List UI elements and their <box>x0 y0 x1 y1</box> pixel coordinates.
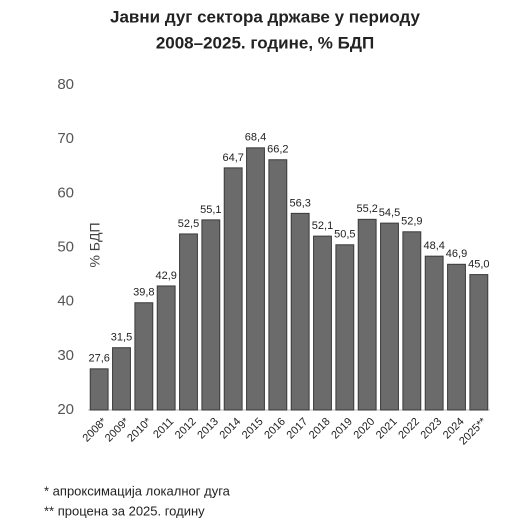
y-tick-label: 20 <box>57 401 74 418</box>
x-tick-label: 2010* <box>125 415 154 444</box>
chart-title: Јавни дуг сектора државе у периоду <box>110 7 420 26</box>
value-label: 68,4 <box>245 132 266 144</box>
value-label: 64,7 <box>222 152 243 164</box>
x-tick-label: 2008* <box>81 415 110 444</box>
bar <box>469 274 489 411</box>
bar <box>156 285 176 411</box>
value-label: 54,5 <box>379 207 400 219</box>
bar <box>268 159 288 411</box>
value-label: 45,0 <box>468 258 489 270</box>
value-label: 52,1 <box>312 220 333 232</box>
x-tick-label: 2009* <box>103 415 132 444</box>
y-tick-label: 70 <box>57 130 74 147</box>
bar <box>179 233 198 411</box>
x-tick-label: 2015 <box>240 416 266 442</box>
y-tick-label: 80 <box>57 76 74 93</box>
bar <box>335 244 355 411</box>
bar <box>447 263 466 411</box>
bar <box>223 167 243 411</box>
bar <box>201 219 221 411</box>
value-label: 31,5 <box>111 332 132 344</box>
y-tick-label: 50 <box>57 238 74 255</box>
value-label: 27,6 <box>88 353 109 365</box>
y-axis-label: % БДП <box>87 222 103 267</box>
y-tick-label: 30 <box>57 347 74 364</box>
value-label: 50,5 <box>334 229 355 241</box>
x-tick-label: 2014 <box>218 416 244 442</box>
bar <box>112 347 131 411</box>
value-label: 56,3 <box>289 197 310 209</box>
y-tick-label: 60 <box>57 184 74 201</box>
chart-title: 2008–2025. године, % БДП <box>156 33 374 52</box>
x-tick-label: 2019 <box>329 416 355 442</box>
bar <box>402 231 422 411</box>
bar <box>380 222 399 411</box>
value-label: 52,5 <box>178 218 199 230</box>
bar <box>357 218 377 411</box>
value-label: 46,9 <box>446 248 467 260</box>
bar <box>89 368 109 411</box>
x-tick-label: 2016 <box>262 416 288 442</box>
value-label: 52,9 <box>401 216 422 228</box>
value-label: 48,4 <box>423 240 444 252</box>
bar <box>313 235 332 411</box>
x-tick-label: 2011 <box>151 416 176 441</box>
value-label: 55,2 <box>356 203 377 215</box>
x-tick-label: 2020 <box>352 416 378 442</box>
x-tick-label: 2013 <box>195 416 221 442</box>
footnote: * апроксимација локалног дуга <box>44 483 231 498</box>
x-tick-label: 2018 <box>307 416 333 442</box>
bar <box>290 212 310 411</box>
value-label: 39,8 <box>133 287 154 299</box>
value-label: 66,2 <box>267 144 288 156</box>
x-tick-label: 2021 <box>374 416 400 442</box>
x-tick-label: 2023 <box>419 416 445 442</box>
footnote: ** процена за 2025. годину <box>44 503 205 518</box>
bar <box>424 255 444 411</box>
y-tick-label: 40 <box>57 293 74 310</box>
bar <box>134 302 154 411</box>
x-tick-label: 2022 <box>396 416 422 442</box>
x-tick-label: 2012 <box>173 416 199 442</box>
value-label: 55,1 <box>200 204 221 216</box>
bar <box>246 147 265 411</box>
x-tick-label: 2017 <box>285 416 311 442</box>
value-label: 42,9 <box>155 270 176 282</box>
